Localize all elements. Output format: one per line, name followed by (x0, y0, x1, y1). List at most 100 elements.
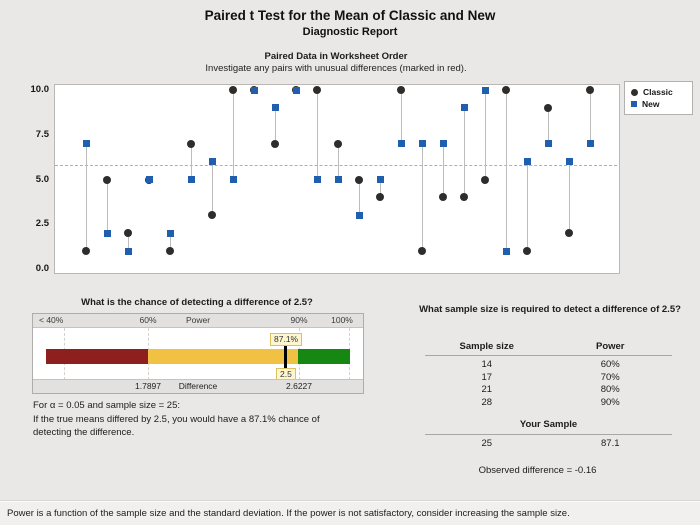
y-tick-label: 10.0 (30, 84, 50, 95)
gauge-segment-low (46, 349, 148, 364)
new-point (334, 176, 342, 183)
classic-point (460, 193, 468, 202)
new-point (313, 176, 321, 183)
new-point (355, 211, 363, 219)
gauge-diff-axis-label: Difference (178, 381, 218, 391)
page-title: Paired t Test for the Mean of Classic an… (204, 8, 496, 23)
pair-connector (589, 90, 591, 144)
pair-connector (463, 107, 465, 198)
classic-point (187, 139, 195, 148)
new-point (208, 158, 216, 166)
legend-item-classic: Classic (631, 86, 687, 98)
table-rule (425, 434, 672, 436)
pair-connector (379, 179, 381, 198)
classic-point (481, 175, 489, 184)
paired-scatter-plot (54, 84, 620, 274)
gauge-tick-100: 100% (331, 315, 353, 325)
pair-connector (127, 233, 129, 252)
new-point (187, 176, 195, 183)
classic-point (82, 247, 90, 256)
observed-difference: Observed difference = -0.16 (478, 465, 597, 476)
classic-point (376, 193, 384, 202)
pair-connector (85, 143, 87, 252)
new-point (439, 140, 447, 148)
legend-label-classic: Classic (643, 87, 673, 97)
classic-point (439, 193, 447, 202)
pair-connector (106, 179, 108, 234)
new-point (460, 104, 468, 112)
classic-point (124, 229, 132, 238)
classic-point (229, 86, 237, 94)
pair-connector (568, 161, 570, 234)
y-tick-label: 0.0 (35, 263, 49, 274)
gauge-power-tooltip: 87.1% (270, 333, 303, 346)
table-cell: 60% (600, 359, 620, 371)
y-tick-label: 2.5 (35, 218, 49, 230)
new-point (82, 140, 90, 148)
gauge-tick-90: 90% (290, 315, 308, 325)
pair-connector (505, 90, 507, 252)
new-point (376, 176, 384, 183)
your-sample-power: 87.1 (601, 438, 620, 450)
table-row: 28 90% (425, 397, 672, 409)
classic-point (355, 175, 363, 184)
pair-connector (358, 179, 360, 216)
power-note-line3: detecting the difference. (33, 427, 135, 438)
mean-reference-line (55, 165, 617, 167)
classic-point (166, 247, 174, 256)
table-cell: 80% (600, 384, 620, 396)
table-rule (425, 355, 672, 357)
new-point (523, 158, 531, 166)
new-point (166, 229, 174, 237)
col-header-sample-size: Sample size (459, 341, 514, 352)
power-note: For α = 0.05 and sample size = 25: If th… (33, 399, 373, 440)
gauge-diff-90: 2.6227 (286, 381, 312, 391)
pair-connector (547, 107, 549, 144)
table-row: 17 70% (425, 372, 672, 384)
table-cell: 70% (600, 371, 620, 383)
new-point (124, 247, 132, 255)
pair-connector (232, 90, 234, 180)
legend-item-new: New (631, 98, 687, 110)
power-gauge: < 40% 60% Power 90% 100% 87.1% 2.5 1.789… (32, 313, 364, 394)
table-body: 14 60% 17 70% 21 80% 28 90% (425, 359, 672, 409)
your-sample-heading: Your Sample (519, 419, 578, 431)
new-square-icon (631, 101, 637, 107)
gauge-tick-lt40: < 40% (39, 315, 64, 325)
classic-point (523, 247, 531, 256)
new-point (586, 140, 594, 148)
table-row: 21 80% (425, 384, 672, 396)
new-point (502, 247, 510, 255)
table-cell: 17 (481, 371, 493, 383)
classic-point (397, 86, 405, 94)
classic-point (586, 86, 594, 94)
new-point (397, 140, 405, 148)
table-cell: 14 (481, 359, 493, 371)
new-point (418, 140, 426, 148)
classic-point (103, 175, 111, 184)
pair-connector (526, 161, 528, 252)
gauge-power-scale: < 40% 60% Power 90% 100% (33, 314, 363, 328)
table-row: 14 60% (425, 359, 672, 371)
y-tick-label: 5.0 (35, 173, 49, 185)
new-point (250, 86, 258, 94)
power-note-line2: If the true means differed by 2.5, you w… (33, 413, 320, 425)
your-sample-row: 25 87.1 (425, 438, 672, 450)
new-point (103, 229, 111, 237)
pair-connector (484, 90, 486, 180)
classic-point (208, 211, 216, 220)
scatter-title: Paired Data in Worksheet Order (264, 51, 408, 62)
pair-connector (400, 90, 402, 144)
classic-point (418, 247, 426, 256)
y-tick-label: 7.5 (35, 128, 49, 140)
your-sample-size: 25 (481, 438, 493, 450)
new-point (271, 104, 279, 112)
pair-connector (274, 107, 276, 144)
classic-point (271, 139, 279, 148)
pair-connector (190, 143, 192, 180)
pair-connector (337, 143, 339, 180)
table-cell: 90% (600, 396, 620, 408)
table-cell: 21 (481, 384, 493, 396)
table-header-row: Sample size Power (425, 341, 672, 353)
footer-bar: Power is a function of the sample size a… (0, 501, 700, 525)
